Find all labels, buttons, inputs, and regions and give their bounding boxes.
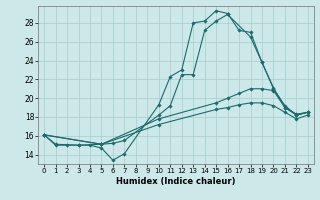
X-axis label: Humidex (Indice chaleur): Humidex (Indice chaleur) bbox=[116, 177, 236, 186]
